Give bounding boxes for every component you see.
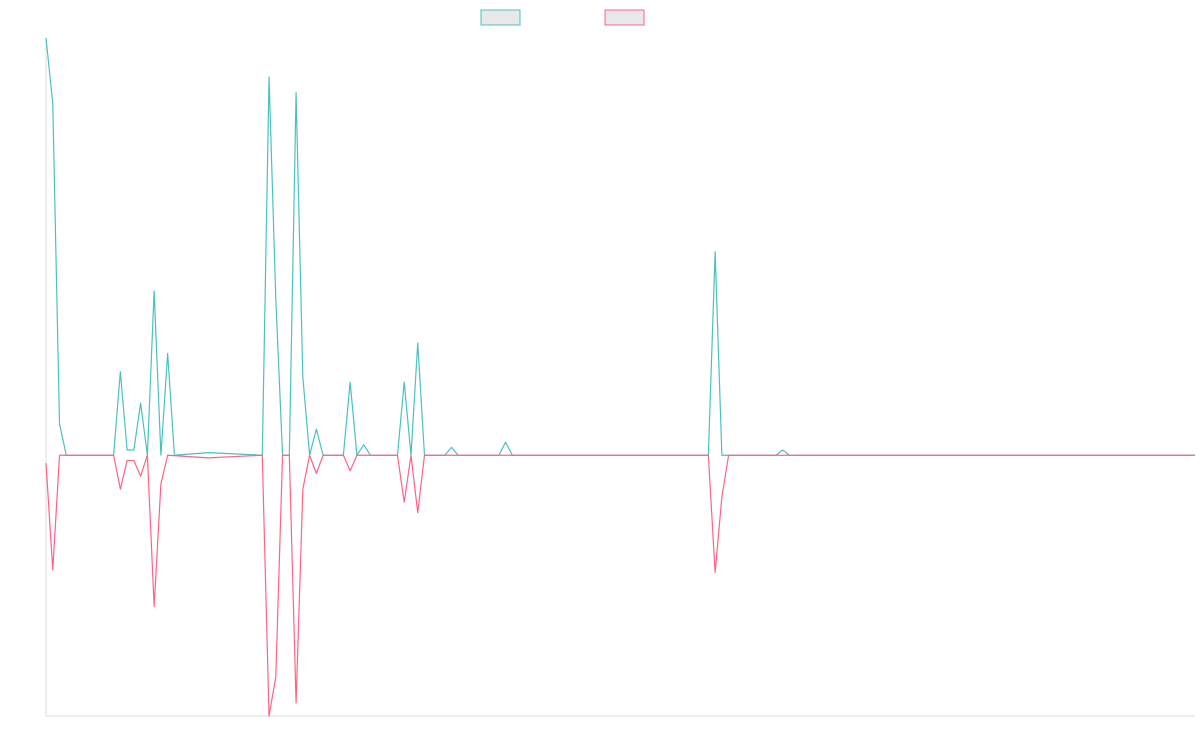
series-line-a — [45, 37, 1195, 456]
series-layer — [45, 37, 1195, 717]
legend-swatch-series-a[interactable] — [480, 9, 521, 26]
series-line-b — [45, 454, 1195, 717]
legend-swatch-series-b[interactable] — [604, 9, 645, 26]
